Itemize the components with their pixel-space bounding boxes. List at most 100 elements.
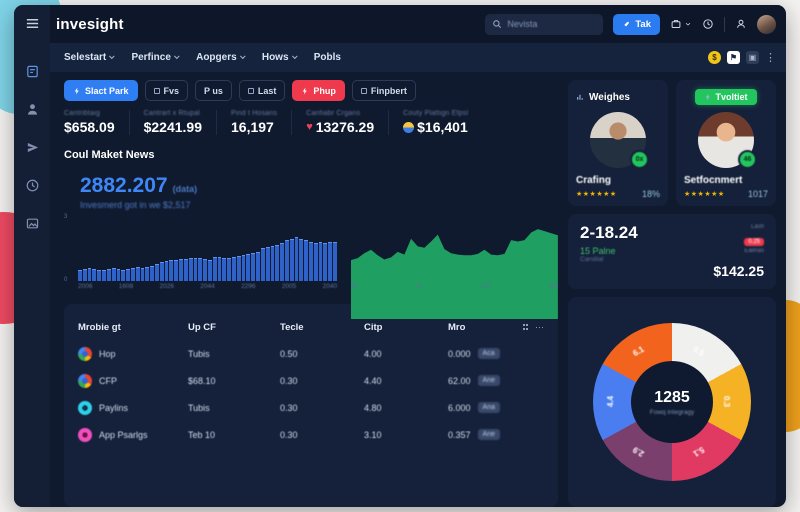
table-cell: 4.40 (364, 375, 382, 386)
profile-card-title: Weighes (589, 91, 630, 103)
hamburger-icon[interactable] (22, 13, 42, 33)
flag-badge-icon[interactable]: ⚑ (727, 51, 740, 64)
kpi-value: 2-18.24 (580, 223, 638, 242)
left-rail (14, 5, 50, 507)
table-row[interactable]: Hop Tubis 0.50 4.00 0.000 Aca (78, 340, 544, 367)
metric-value: 62.00 (448, 375, 471, 386)
profile-card-setfocnmert[interactable]: Tvoltiet 46 Setfocnmert ★★★★★★ 1017 (676, 80, 776, 206)
filter-label: Last (257, 85, 277, 96)
bar-series (78, 216, 337, 281)
person-icon[interactable] (735, 18, 747, 30)
stats-row: Cantribtaig $658.09 Cantrart x Rtupal $2… (64, 110, 558, 135)
highlight-value: 2882.207 (80, 174, 168, 197)
bolt-icon (74, 87, 79, 94)
table-row[interactable]: App Psarlgs Teb 10 0.30 3.10 0.357 Ane (78, 421, 544, 448)
main-column: Slact Park Fvs P us Last Phup (64, 80, 558, 507)
stat-value: $16,401 (417, 119, 468, 135)
profile-card-crafing[interactable]: Weighes 0x Crafing ★★★★★★ 18% (568, 80, 668, 206)
chart-icon (577, 94, 583, 100)
clock-icon[interactable] (22, 175, 42, 195)
image-icon[interactable] (22, 213, 42, 233)
nav-item-aopgers[interactable]: Aopgers (196, 52, 246, 63)
app-window: invesight Nevista Tak (14, 5, 786, 507)
area-chart[interactable]: M 11 Crt Val (351, 216, 558, 320)
grip-icon[interactable] (522, 324, 528, 330)
content-area: Slact Park Fvs P us Last Phup (50, 72, 786, 507)
filter-pus[interactable]: P us (195, 80, 232, 101)
profile-meta: ★★★★★★ 18% (576, 189, 660, 199)
donut-slice-label: 5.1 (690, 444, 706, 459)
filter-bar: Slact Park Fvs P us Last Phup (64, 80, 558, 101)
send-icon[interactable] (22, 137, 42, 157)
table-cell-name: Paylins (78, 400, 188, 415)
xtick: 2026 (159, 283, 174, 290)
donut-chart[interactable]: 1285 Fowq integragy 0.5 0.3 5.1 2.9 4.4 6.1 (593, 323, 751, 481)
table-row[interactable]: Paylins Tubis 0.30 4.80 6.000 Ana (78, 394, 544, 421)
filter-label: Slact Park (85, 85, 129, 96)
bar (270, 245, 275, 281)
more-vertical-icon[interactable]: ⋮ (765, 51, 776, 64)
donut-slice-label: 0.3 (722, 395, 732, 408)
nav-item-hows[interactable]: Hows (262, 52, 298, 63)
filter-label: Fvs (163, 85, 180, 96)
search-input[interactable]: Nevista (485, 13, 604, 35)
avatar[interactable] (757, 14, 776, 34)
filter-slact-park[interactable]: Slact Park (64, 80, 138, 101)
nav-item-perfince[interactable]: Perfince (131, 52, 180, 63)
xtick: 2296 (241, 283, 256, 290)
xtick: 2006 (78, 283, 93, 290)
bar (169, 260, 174, 281)
bar (260, 248, 265, 281)
donut-slice-label: 4.4 (606, 395, 616, 408)
bar (241, 255, 246, 281)
kpi-left: 2-18.24 15 Palne Carsitial (580, 224, 638, 279)
table-cell: Tubis (188, 348, 210, 359)
stat-value-wrap: $16,401 (403, 119, 468, 135)
bar (188, 258, 193, 281)
bar-chart[interactable]: 3 0 2006 1608 2026 2044 229 (64, 214, 337, 294)
user-icon[interactable] (22, 99, 42, 119)
coin-icon (403, 121, 415, 133)
profile-badge: 46 (738, 150, 757, 169)
camera-badge-icon[interactable]: ▣ (746, 51, 759, 64)
bar (130, 268, 135, 281)
filter-label: P us (204, 85, 223, 96)
table-row[interactable]: CFP $68.10 0.30 4.40 62.00 Ane (78, 367, 544, 394)
bar (155, 264, 159, 281)
table-header-cell: Citp (364, 321, 383, 333)
document-icon[interactable] (22, 61, 42, 81)
donut-slice-label: 2.9 (631, 444, 647, 459)
chevron-down-icon (239, 53, 246, 60)
filter-fvs[interactable]: Fvs (144, 80, 189, 101)
nav-item-pobls[interactable]: Pobls (314, 52, 341, 63)
coin-badge-icon[interactable]: $ (708, 51, 721, 64)
tvoltiet-button[interactable]: Tvoltiet (695, 89, 757, 105)
clock-top-icon[interactable] (702, 18, 714, 30)
checkbox-icon (360, 87, 367, 94)
tak-button[interactable]: Tak (613, 13, 660, 35)
chevron-down-icon (109, 53, 116, 60)
pink-disc-icon (78, 427, 92, 442)
filter-finpbert[interactable]: Finpbert (351, 80, 416, 101)
donut-slice-label: 6.1 (631, 344, 647, 359)
stat-value: $658.09 (64, 119, 115, 135)
area-series (351, 229, 558, 320)
button-label: Tvoltiet (715, 92, 748, 102)
more-horizontal-icon[interactable]: ⋯ (535, 321, 544, 332)
nav-bar: Selestart Perfince Aopgers Hows Pobls $ … (50, 43, 786, 72)
stat-value-wrap: $658.09 (64, 119, 115, 135)
highlight-block: 2882.207 (data) Invesmerd got in we $2,5… (64, 175, 558, 210)
stat-card: Canfiabr Crgans ♥ 13276.29 (306, 110, 390, 135)
nav-item-selestart[interactable]: Selestart (64, 52, 116, 63)
filter-phup[interactable]: Phup (292, 80, 345, 101)
donut-chart-panel[interactable]: 1285 Fowq integragy 0.5 0.3 5.1 2.9 4.4 6.1 (568, 297, 776, 507)
table-cell-metric: 62.00 Ane (448, 375, 506, 386)
side-column: Weighes 0x Crafing ★★★★★★ 18% (568, 80, 776, 507)
bar (174, 259, 179, 281)
table-cell-name: CFP (78, 373, 188, 388)
row-label: Paylins (99, 402, 129, 413)
stat-card: Cantribtaig $658.09 (64, 110, 130, 135)
bar (246, 254, 251, 281)
briefcase-icon[interactable] (670, 18, 692, 30)
filter-last[interactable]: Last (238, 80, 286, 101)
